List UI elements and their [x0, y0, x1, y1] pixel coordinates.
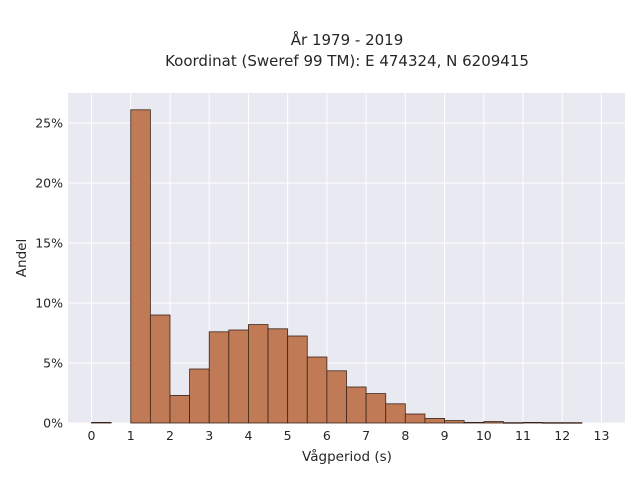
y-tick-label: 10% [35, 296, 63, 311]
histogram-bar [91, 421, 112, 424]
histogram-bar [130, 109, 151, 424]
histogram-bar [189, 368, 210, 424]
y-tick-label: 25% [35, 116, 63, 131]
histogram-bar [267, 328, 289, 424]
x-tick-label: 7 [362, 428, 370, 443]
x-tick-label: 2 [166, 428, 174, 443]
histogram-bar [561, 422, 583, 424]
histogram-bar [522, 421, 544, 424]
x-tick-label: 0 [88, 428, 96, 443]
y-tick-label: 15% [35, 236, 63, 251]
histogram-bar [483, 421, 504, 424]
x-axis-label: Vågperiod (s) [302, 448, 392, 465]
x-tick-label: 1 [127, 428, 135, 443]
x-tick-label: 8 [401, 428, 409, 443]
histogram-bar [404, 413, 426, 424]
x-tick-label: 11 [515, 428, 531, 443]
histogram-bar [503, 422, 524, 424]
x-tick-label: 4 [244, 428, 252, 443]
bars [91, 109, 583, 424]
histogram-bar [169, 394, 190, 424]
histogram-bar [385, 403, 406, 424]
x-tick-label: 6 [323, 428, 331, 443]
x-tick-labels: 0 1 2 3 4 5 6 7 8 9 10 11 12 13 [88, 428, 610, 443]
y-tick-label: 5% [43, 356, 63, 371]
x-tick-label: 13 [594, 428, 610, 443]
y-tick-labels: 0% 5% 10% 15% 20% 25% [35, 116, 63, 431]
histogram-bar [228, 329, 249, 424]
histogram-bar [365, 393, 387, 424]
x-tick-label: 5 [284, 428, 292, 443]
y-tick-label: 0% [43, 416, 63, 431]
x-tick-label: 12 [554, 428, 570, 443]
histogram-bar [444, 420, 465, 424]
x-tick-label: 10 [476, 428, 492, 443]
x-tick-label: 3 [205, 428, 213, 443]
y-axis-label: Andel [14, 239, 30, 277]
histogram-bar [306, 356, 328, 424]
histogram-bar [463, 421, 485, 424]
chart-subtitle: Koordinat (Sweref 99 TM): E 474324, N 62… [165, 52, 529, 70]
histogram-bar [208, 331, 230, 424]
x-tick-label: 9 [441, 428, 449, 443]
histogram-bar [326, 370, 347, 424]
histogram-bar [542, 422, 563, 424]
histogram-bar [424, 418, 445, 424]
histogram-bar [248, 324, 269, 424]
chart-title: År 1979 - 2019 [291, 30, 404, 49]
histogram-bar [346, 386, 367, 424]
histogram-bar [149, 314, 171, 424]
histogram-bar [287, 335, 308, 424]
y-tick-label: 20% [35, 176, 63, 191]
